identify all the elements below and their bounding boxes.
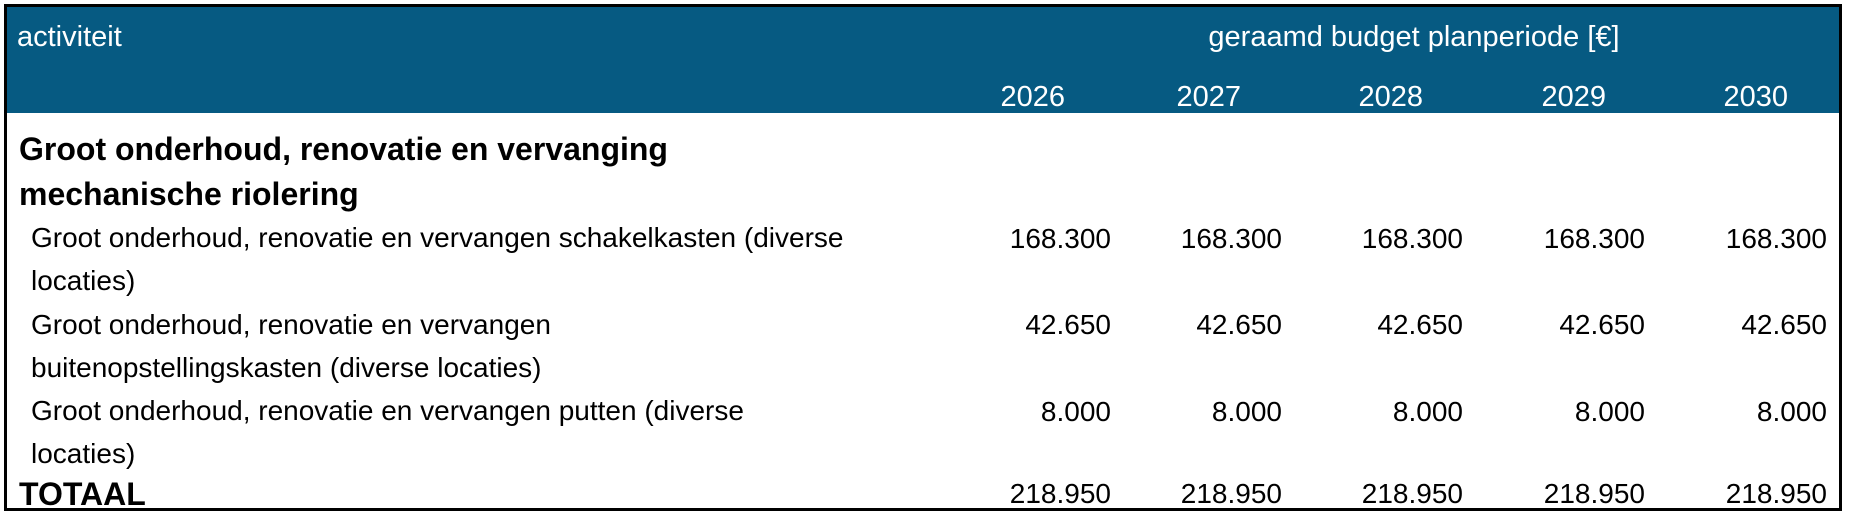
table-cell: 8.000 bbox=[1392, 396, 1463, 427]
table-cell: 42.650 bbox=[1025, 309, 1111, 340]
year-header-2030: 2030 bbox=[1723, 81, 1788, 113]
section-title-line2: mechanische riolering bbox=[19, 176, 359, 212]
table-row-label: Groot onderhoud, renovatie en vervangen … bbox=[31, 216, 931, 302]
table-cell: 8.000 bbox=[1574, 396, 1645, 427]
table-cell: 168.300 bbox=[1725, 223, 1827, 254]
table-row-label: Groot onderhoud, renovatie en vervangen … bbox=[31, 389, 931, 475]
table-row-label: Groot onderhoud, renovatie en vervangen … bbox=[31, 303, 931, 389]
year-header-2029: 2029 bbox=[1541, 81, 1606, 113]
row-label-line1: Groot onderhoud, renovatie en vervangen bbox=[31, 309, 551, 340]
table-cell: 8.000 bbox=[1040, 396, 1111, 427]
table-cell: 168.300 bbox=[1009, 223, 1111, 254]
table-cell: 168.300 bbox=[1543, 223, 1645, 254]
row-label-line2: locaties) bbox=[31, 265, 136, 296]
year-header-2028: 2028 bbox=[1358, 81, 1423, 113]
year-header-2026: 2026 bbox=[1000, 81, 1065, 113]
row-label-line2: buitenopstellingskasten (diverse locatie… bbox=[31, 352, 542, 383]
table-cell: 42.650 bbox=[1559, 309, 1645, 340]
table-cell: 8.000 bbox=[1211, 396, 1282, 427]
table-cell: 168.300 bbox=[1180, 223, 1282, 254]
row-label-line2: locaties) bbox=[31, 438, 136, 469]
budget-table: activiteit geraamd budget planperiode [€… bbox=[4, 4, 1842, 512]
total-cell: 218.950 bbox=[1009, 478, 1111, 509]
table-cell: 8.000 bbox=[1756, 396, 1827, 427]
total-cell: 218.950 bbox=[1543, 478, 1645, 509]
table-header: activiteit geraamd budget planperiode [€… bbox=[7, 7, 1839, 113]
column-header-budget: geraamd budget planperiode [€] bbox=[1208, 21, 1620, 53]
table-cell: 42.650 bbox=[1741, 309, 1827, 340]
table-cell: 42.650 bbox=[1377, 309, 1463, 340]
total-cell: 218.950 bbox=[1180, 478, 1282, 509]
year-header-2027: 2027 bbox=[1176, 81, 1241, 113]
total-cell: 218.950 bbox=[1725, 478, 1827, 509]
section-title-line1: Groot onderhoud, renovatie en vervanging bbox=[19, 131, 668, 167]
table-cell: 168.300 bbox=[1361, 223, 1463, 254]
total-label: TOTAAL bbox=[19, 476, 146, 512]
column-header-activity: activiteit bbox=[17, 21, 122, 53]
row-label-line1: Groot onderhoud, renovatie en vervangen … bbox=[31, 222, 844, 253]
row-label-line1: Groot onderhoud, renovatie en vervangen … bbox=[31, 395, 744, 426]
table-cell: 42.650 bbox=[1196, 309, 1282, 340]
section-title: Groot onderhoud, renovatie en vervanging… bbox=[19, 127, 668, 217]
total-cell: 218.950 bbox=[1361, 478, 1463, 509]
